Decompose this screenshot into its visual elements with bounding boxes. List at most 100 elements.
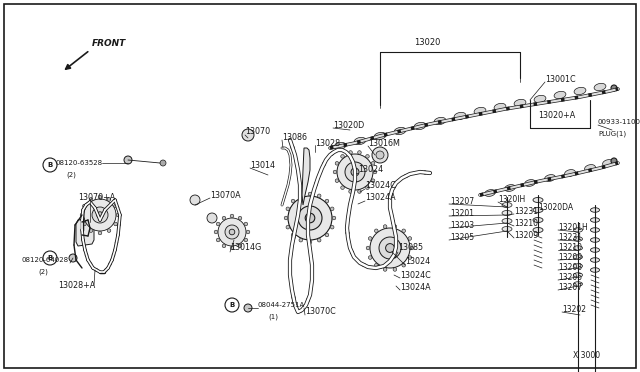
- Circle shape: [352, 164, 356, 168]
- Circle shape: [291, 199, 295, 203]
- Circle shape: [322, 162, 326, 166]
- Circle shape: [91, 203, 94, 206]
- Circle shape: [43, 158, 57, 172]
- Circle shape: [83, 244, 86, 247]
- Ellipse shape: [474, 108, 486, 115]
- Circle shape: [393, 267, 397, 271]
- Text: 13207: 13207: [558, 283, 582, 292]
- Circle shape: [116, 213, 120, 217]
- Circle shape: [81, 234, 84, 237]
- Circle shape: [307, 241, 311, 244]
- Circle shape: [366, 246, 370, 250]
- Ellipse shape: [574, 87, 586, 94]
- Circle shape: [214, 230, 218, 234]
- Circle shape: [100, 270, 104, 273]
- Text: 08120-63528: 08120-63528: [56, 160, 103, 166]
- Circle shape: [370, 228, 410, 268]
- Ellipse shape: [591, 268, 600, 272]
- Polygon shape: [302, 148, 310, 205]
- Text: 13086: 13086: [282, 132, 307, 141]
- Text: (1): (1): [268, 314, 278, 320]
- Circle shape: [330, 152, 334, 155]
- Text: 08120-64028: 08120-64028: [22, 257, 69, 263]
- Circle shape: [81, 224, 83, 227]
- Circle shape: [308, 240, 312, 244]
- Circle shape: [338, 148, 342, 152]
- Circle shape: [340, 154, 344, 158]
- Ellipse shape: [573, 246, 582, 250]
- Circle shape: [365, 186, 369, 189]
- Ellipse shape: [573, 228, 582, 232]
- Circle shape: [218, 218, 246, 246]
- Circle shape: [43, 251, 57, 265]
- Text: 13207: 13207: [450, 198, 474, 206]
- Circle shape: [349, 151, 353, 154]
- Circle shape: [392, 185, 396, 188]
- Circle shape: [108, 198, 111, 201]
- Text: 13085: 13085: [398, 244, 423, 253]
- Ellipse shape: [414, 122, 426, 130]
- Text: B: B: [229, 302, 235, 308]
- Text: 13024: 13024: [358, 166, 383, 174]
- Ellipse shape: [434, 117, 446, 125]
- Circle shape: [310, 271, 314, 274]
- Ellipse shape: [591, 258, 600, 262]
- Circle shape: [89, 229, 93, 232]
- Ellipse shape: [573, 264, 582, 268]
- Circle shape: [89, 263, 92, 266]
- Text: 13028: 13028: [315, 138, 340, 148]
- Circle shape: [345, 162, 365, 182]
- Circle shape: [299, 238, 303, 242]
- Circle shape: [190, 195, 200, 205]
- Ellipse shape: [502, 227, 512, 231]
- Circle shape: [335, 161, 339, 165]
- Text: 13024: 13024: [405, 257, 430, 266]
- Circle shape: [109, 203, 111, 206]
- Text: 13209: 13209: [558, 253, 582, 263]
- Circle shape: [333, 170, 337, 174]
- Ellipse shape: [374, 132, 386, 140]
- Circle shape: [286, 225, 290, 229]
- Circle shape: [118, 224, 120, 227]
- Circle shape: [340, 186, 344, 189]
- Text: 13028+A: 13028+A: [58, 280, 95, 289]
- Circle shape: [96, 212, 99, 215]
- Circle shape: [109, 263, 111, 266]
- Circle shape: [305, 213, 315, 223]
- Circle shape: [298, 206, 322, 230]
- Circle shape: [216, 238, 220, 242]
- Text: B: B: [47, 255, 52, 261]
- Circle shape: [330, 207, 334, 211]
- Text: 13201H: 13201H: [558, 224, 588, 232]
- Circle shape: [69, 254, 77, 262]
- Circle shape: [225, 225, 239, 239]
- Circle shape: [317, 238, 321, 242]
- Circle shape: [423, 171, 427, 174]
- Circle shape: [385, 244, 394, 252]
- Circle shape: [286, 207, 290, 211]
- Ellipse shape: [502, 218, 512, 224]
- Text: 13210: 13210: [558, 244, 582, 253]
- Text: 13205: 13205: [558, 273, 582, 282]
- Circle shape: [308, 192, 312, 196]
- Text: 1320IH: 1320IH: [498, 196, 525, 205]
- Circle shape: [349, 190, 353, 193]
- Text: 13231: 13231: [514, 208, 538, 217]
- Circle shape: [83, 206, 86, 209]
- Circle shape: [369, 237, 372, 240]
- Circle shape: [97, 212, 103, 218]
- Circle shape: [244, 222, 248, 226]
- Text: 13014G: 13014G: [230, 244, 261, 253]
- Circle shape: [335, 179, 339, 183]
- Circle shape: [291, 233, 295, 237]
- Circle shape: [394, 240, 398, 244]
- Ellipse shape: [573, 237, 582, 241]
- Circle shape: [378, 265, 382, 269]
- Text: 13202: 13202: [562, 305, 586, 314]
- Circle shape: [347, 210, 351, 213]
- Circle shape: [346, 231, 349, 235]
- Circle shape: [297, 206, 301, 209]
- Ellipse shape: [564, 170, 575, 176]
- Circle shape: [288, 196, 332, 240]
- Text: 13231: 13231: [558, 234, 582, 243]
